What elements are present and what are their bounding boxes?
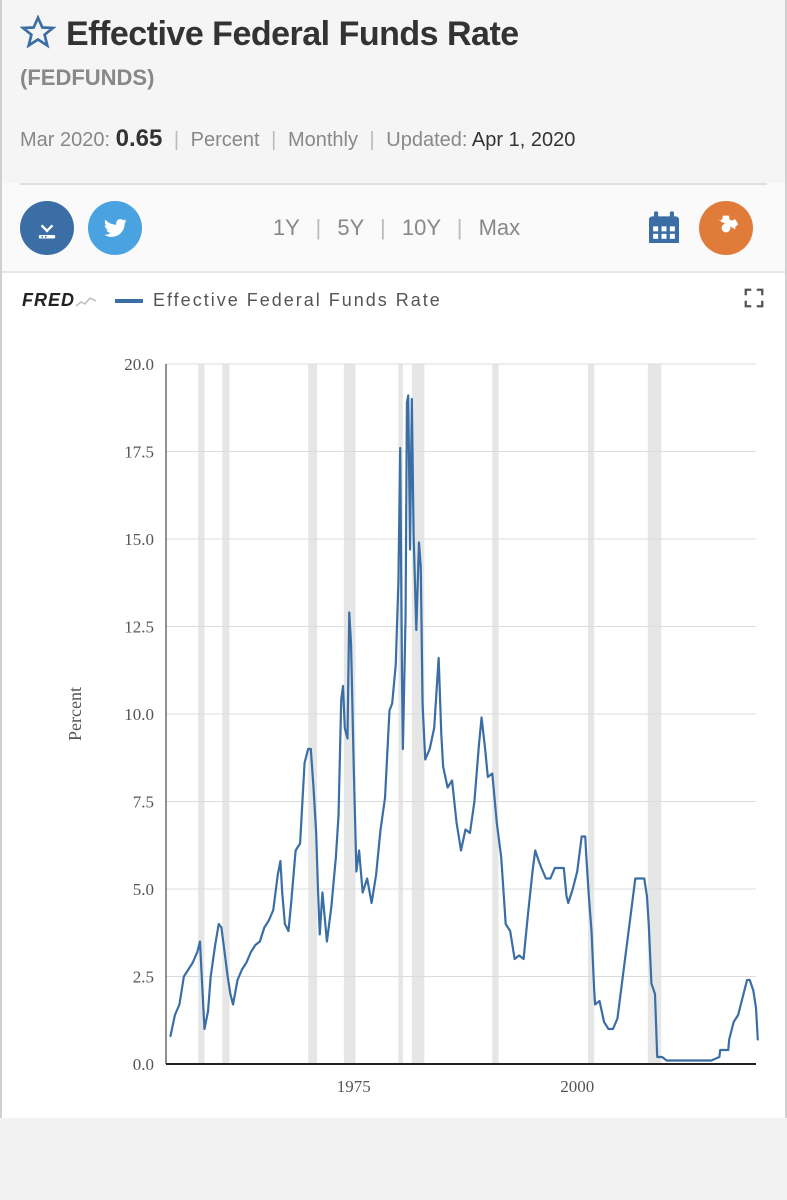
obs-value: 0.65 <box>116 125 163 152</box>
svg-text:0.0: 0.0 <box>133 1055 154 1074</box>
svg-text:7.5: 7.5 <box>133 793 154 812</box>
updated-label: Updated: <box>386 129 467 151</box>
series-title: Effective Federal Funds Rate <box>66 15 519 54</box>
favorite-star-icon[interactable] <box>20 14 56 55</box>
legend-label: Effective Federal Funds Rate <box>153 290 442 311</box>
frequency: Monthly <box>288 129 358 151</box>
updated-date: Apr 1, 2020 <box>472 129 575 151</box>
line-chart[interactable]: 0.0 2.5 5.0 7.5 10.0 12.5 15.0 17.5 20.0 1975 2000… <box>16 324 771 1114</box>
svg-text:10.0: 10.0 <box>124 705 154 724</box>
fullscreen-button[interactable] <box>743 287 765 314</box>
obs-date: Mar 2020: <box>20 129 110 151</box>
settings-gear-button[interactable] <box>699 201 753 255</box>
download-button[interactable] <box>20 201 74 255</box>
svg-text:12.5: 12.5 <box>124 618 154 637</box>
twitter-share-button[interactable] <box>88 201 142 255</box>
svg-text:5.0: 5.0 <box>133 880 154 899</box>
units: Percent <box>191 129 260 151</box>
svg-text:20.0: 20.0 <box>124 355 154 374</box>
range-10y[interactable]: 10Y <box>402 215 441 240</box>
svg-text:Percent: Percent <box>65 687 85 741</box>
series-code: (FEDFUNDS) <box>20 65 767 91</box>
svg-text:17.5: 17.5 <box>124 443 154 462</box>
range-5y[interactable]: 5Y <box>337 215 364 240</box>
range-1y[interactable]: 1Y <box>273 215 300 240</box>
svg-text:1975: 1975 <box>337 1077 371 1096</box>
svg-text:2000: 2000 <box>560 1077 594 1096</box>
range-selector: 1Y | 5Y | 10Y | Max <box>156 215 637 241</box>
range-max[interactable]: Max <box>479 215 521 240</box>
fred-logo: FRED <box>22 290 75 311</box>
svg-text:15.0: 15.0 <box>124 530 154 549</box>
fred-logo-chart-icon <box>75 294 97 308</box>
series-stats: Mar 2020: 0.65 | Percent | Monthly | Upd… <box>20 117 767 175</box>
svg-text:2.5: 2.5 <box>133 968 154 987</box>
calendar-button[interactable] <box>637 201 691 255</box>
legend-swatch <box>115 299 143 303</box>
